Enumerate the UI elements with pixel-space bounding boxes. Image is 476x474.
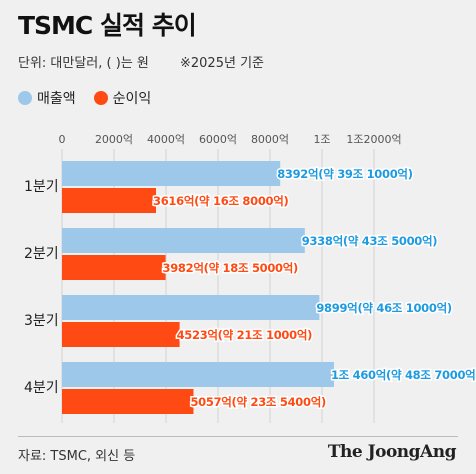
net-income-bar	[62, 188, 157, 213]
legend-swatch-net-income	[93, 91, 108, 105]
net-income-bar	[62, 255, 166, 280]
x-tick-label: 2000억	[95, 133, 133, 146]
revenue-bar	[62, 228, 305, 253]
net-income-data-label: 3982억(약 18조 5000억)	[163, 261, 299, 275]
revenue-data-label: 9899억(약 46조 1000억)	[316, 301, 452, 315]
x-tick-label: 1조	[313, 133, 330, 146]
brand-logo: The JoongAng	[327, 442, 457, 462]
category-label: 1분기	[24, 179, 59, 195]
footer-divider	[18, 436, 458, 437]
revenue-bar	[62, 362, 334, 387]
chart-title: TSMC 실적 추이	[18, 11, 197, 40]
x-tick-label: 1조2000억	[346, 133, 401, 146]
unit-note: 단위: 대만달러, ( )는 원	[18, 56, 149, 71]
revenue-data-label: 9338억(약 43조 5000억)	[302, 234, 438, 248]
category-label: 2분기	[24, 246, 59, 262]
net-income-data-label: 3616억(약 16조 8000억)	[153, 194, 289, 208]
legend-label-net-income: 순이익	[112, 91, 152, 107]
x-tick-label: 4000억	[147, 133, 185, 146]
source-note: 자료: TSMC, 외신 등	[18, 449, 136, 464]
bar-chart: 0 2000억 4000억 6000억 8000억 1조 1조2000억 1분기 8392억(약…	[24, 133, 476, 423]
net-income-bar	[62, 389, 194, 414]
revenue-bar	[62, 161, 281, 186]
revenue-data-label: 8392억(약 39조 1000억)	[277, 167, 413, 181]
net-income-data-label: 4523억(약 21조 1000억)	[177, 328, 313, 342]
x-tick-label: 0	[59, 133, 66, 146]
legend-item-net-income: 순이익	[93, 88, 152, 108]
revenue-data-label: 1조 460억(약 48조 7000억)	[331, 368, 476, 382]
category-label: 3분기	[24, 313, 59, 329]
net-income-bar	[62, 322, 180, 347]
x-tick-label: 8000억	[251, 133, 289, 146]
category-label: 4분기	[24, 380, 59, 396]
x-tick-label: 6000억	[199, 133, 237, 146]
net-income-data-label: 5057억(약 23조 5400억)	[190, 395, 326, 409]
basis-note: ※2025년 기준	[180, 56, 264, 71]
legend-label-revenue: 매출액	[37, 91, 76, 107]
legend-item-revenue: 매출액	[18, 88, 76, 108]
revenue-bar	[62, 295, 320, 320]
legend-swatch-revenue	[18, 91, 32, 105]
legend: 매출액 순이익	[18, 88, 169, 108]
